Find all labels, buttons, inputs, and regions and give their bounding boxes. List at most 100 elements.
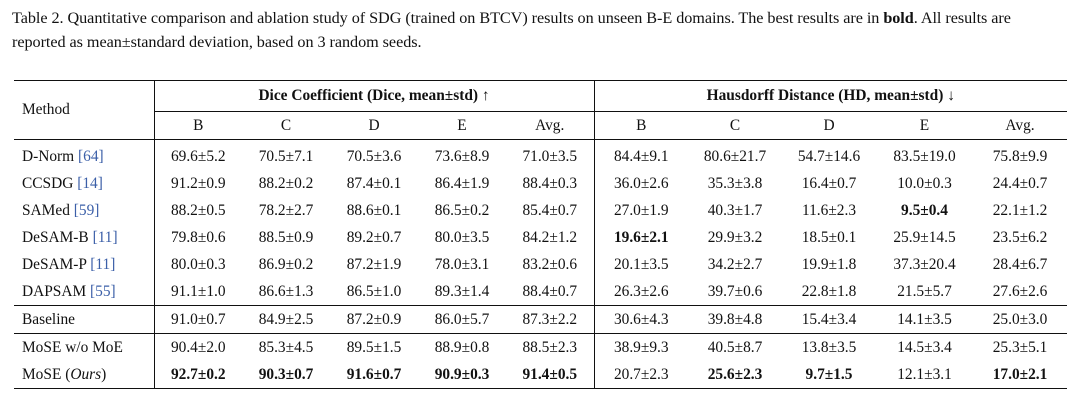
table-cell: 91.2±0.9 bbox=[153, 170, 242, 197]
table-cell: 84.4±9.1 bbox=[593, 139, 688, 170]
table-cell: 70.5±3.6 bbox=[346, 147, 402, 165]
table-cell: 69.6±5.2 bbox=[153, 139, 242, 170]
citation-link[interactable]: [14] bbox=[77, 174, 103, 192]
method-name: DeSAM-P [11] bbox=[14, 251, 154, 278]
table-cell: 91.1±1.0 bbox=[153, 278, 242, 306]
table-cell: 90.4±2.0 bbox=[153, 333, 242, 361]
table-cell: 25.6±2.3 bbox=[707, 365, 763, 383]
table-cell: 14.1±3.5 bbox=[897, 310, 952, 328]
table-cell: 84.2±1.2 bbox=[522, 228, 578, 246]
citation-link[interactable]: [55] bbox=[90, 282, 116, 300]
hd-col-avg: Avg. bbox=[1005, 116, 1035, 134]
table-cell: 16.4±0.7 bbox=[801, 174, 857, 192]
table-cell: 12.1±3.1 bbox=[897, 365, 952, 383]
caption-text-1: Table 2. Quantitative comparison and abl… bbox=[12, 9, 884, 27]
table-cell: 87.2±1.9 bbox=[346, 255, 402, 273]
table-cell: 26.3±2.6 bbox=[593, 278, 688, 306]
table-row: CCSDG [14] 91.2±0.9 88.2±0.2 87.4±0.1 86.4±1… bbox=[14, 170, 1067, 197]
table-cell: 73.6±8.9 bbox=[434, 147, 490, 165]
caption-text-2: . All results are reported as mean±stand… bbox=[12, 9, 1011, 51]
table-cell: 9.5±0.4 bbox=[901, 201, 948, 219]
hd-group-header: Hausdorff Distance (HD, mean±std) ↓ bbox=[593, 80, 1068, 112]
table-cell: 83.5±19.0 bbox=[893, 147, 956, 165]
table-cell: 38.9±9.3 bbox=[593, 333, 688, 361]
table-row: SAMed [59] 88.2±0.5 78.2±2.7 88.6±0.1 86.5±0… bbox=[14, 197, 1067, 224]
table-cell: 87.4±0.1 bbox=[346, 174, 402, 192]
table-cell: 25.0±3.0 bbox=[992, 310, 1048, 328]
table-cell: 34.2±2.7 bbox=[707, 255, 763, 273]
table-cell: 22.8±1.8 bbox=[801, 282, 857, 300]
method-name: DAPSAM [55] bbox=[14, 278, 154, 306]
table-cell: 27.6±2.6 bbox=[992, 282, 1048, 300]
method-name: D-Norm [64] bbox=[14, 140, 154, 171]
table-cell: 88.5±0.9 bbox=[258, 228, 314, 246]
results-table: Method Dice Coefficient (Dice, mean±std)… bbox=[14, 80, 1068, 389]
table-cell: 35.3±3.8 bbox=[707, 174, 763, 192]
method-suffix: Ours bbox=[70, 365, 102, 383]
table-cell: 14.5±3.4 bbox=[897, 338, 952, 356]
table-cell: 80.6±21.7 bbox=[703, 147, 767, 165]
dice-col-c: C bbox=[280, 116, 292, 134]
citation-link[interactable]: [11] bbox=[90, 255, 116, 273]
table-cell: 86.4±1.9 bbox=[434, 174, 490, 192]
table-cell: 9.7±1.5 bbox=[805, 365, 853, 383]
table-cell: 78.0±3.1 bbox=[434, 255, 490, 273]
caption-bold-word: bold bbox=[883, 9, 914, 27]
table-cell: 88.5±2.3 bbox=[522, 338, 578, 356]
citation-link[interactable]: [59] bbox=[73, 201, 100, 219]
table-cell: 54.7±14.6 bbox=[797, 147, 861, 165]
table-row: DeSAM-P [11] 80.0±0.3 86.9±0.2 87.2±1.9 78.0… bbox=[14, 251, 1067, 278]
table-cell: 90.9±0.3 bbox=[434, 365, 490, 383]
table-cell: 17.0±2.1 bbox=[992, 365, 1048, 383]
table-cell: 37.3±20.4 bbox=[893, 255, 956, 273]
table-cell: 10.0±0.3 bbox=[897, 174, 952, 192]
hd-col-b: B bbox=[593, 111, 688, 140]
table-cell: 86.9±0.2 bbox=[258, 255, 314, 273]
table-cell: 20.1±3.5 bbox=[593, 251, 688, 278]
table-cell: 36.0±2.6 bbox=[593, 170, 688, 197]
table-cell: 15.4±3.4 bbox=[801, 310, 857, 328]
method-name: CCSDG [14] bbox=[14, 170, 154, 197]
table-cell: 88.2±0.5 bbox=[153, 197, 242, 224]
table-cell: 91.4±0.5 bbox=[522, 365, 578, 383]
table-cell: 89.2±0.7 bbox=[346, 228, 402, 246]
hd-col-c: C bbox=[729, 116, 741, 134]
dice-col-d: D bbox=[368, 116, 380, 134]
table-cell: 91.0±0.7 bbox=[153, 305, 242, 334]
table-cell: 18.5±0.1 bbox=[801, 228, 857, 246]
method-name: SAMed [59] bbox=[14, 197, 154, 224]
citation-link[interactable]: [11] bbox=[92, 228, 118, 246]
table-cell: 91.6±0.7 bbox=[346, 365, 402, 383]
table-cell: 89.3±1.4 bbox=[434, 282, 490, 300]
table-row: MoSE (Ours) 92.7±0.2 90.3±0.7 91.6±0.7 90.9±… bbox=[14, 361, 1067, 389]
table-cell: 88.9±0.8 bbox=[434, 338, 490, 356]
table-cell: 25.3±5.1 bbox=[992, 338, 1048, 356]
table-cell: 88.2±0.2 bbox=[258, 174, 314, 192]
dice-col-e: E bbox=[457, 116, 467, 134]
table-cell: 25.9±14.5 bbox=[893, 228, 956, 246]
method-label: DAPSAM bbox=[22, 282, 87, 300]
method-label: SAMed bbox=[22, 201, 70, 219]
citation-link[interactable]: [64] bbox=[78, 147, 104, 165]
table-cell: 80.0±0.3 bbox=[153, 251, 242, 278]
hd-col-d: D bbox=[823, 116, 835, 134]
table-caption: Table 2. Quantitative comparison and abl… bbox=[12, 6, 1068, 54]
table-row: DeSAM-B [11] 79.8±0.6 88.5±0.9 89.2±0.7 80.0… bbox=[14, 224, 1067, 251]
method-name: Baseline bbox=[14, 306, 154, 334]
table-cell: 80.0±3.5 bbox=[434, 228, 490, 246]
table-cell: 83.2±0.6 bbox=[522, 255, 578, 273]
method-label: MoSE ( bbox=[22, 365, 71, 383]
table-cell: 78.2±2.7 bbox=[258, 201, 314, 219]
table-cell: 11.6±2.3 bbox=[801, 201, 857, 219]
table-cell: 87.3±2.2 bbox=[522, 310, 578, 328]
method-name: DeSAM-B [11] bbox=[14, 224, 154, 251]
table-cell: 28.4±6.7 bbox=[992, 255, 1048, 273]
table-row: D-Norm [64] 69.6±5.2 70.5±7.1 70.5±3.6 73.6±… bbox=[14, 139, 1068, 171]
method-label: Baseline bbox=[22, 310, 75, 328]
table-cell: 88.4±0.3 bbox=[522, 174, 578, 192]
dice-group-header: Dice Coefficient (Dice, mean±std) ↑ bbox=[153, 80, 594, 112]
table-cell: 86.5±0.2 bbox=[434, 201, 490, 219]
method-label: DeSAM-P bbox=[22, 255, 87, 273]
table-cell: 24.4±0.7 bbox=[992, 174, 1048, 192]
table-row: MoSE w/o MoE 90.4±2.0 85.3±4.5 89.5±1.5 88.9… bbox=[14, 333, 1068, 361]
